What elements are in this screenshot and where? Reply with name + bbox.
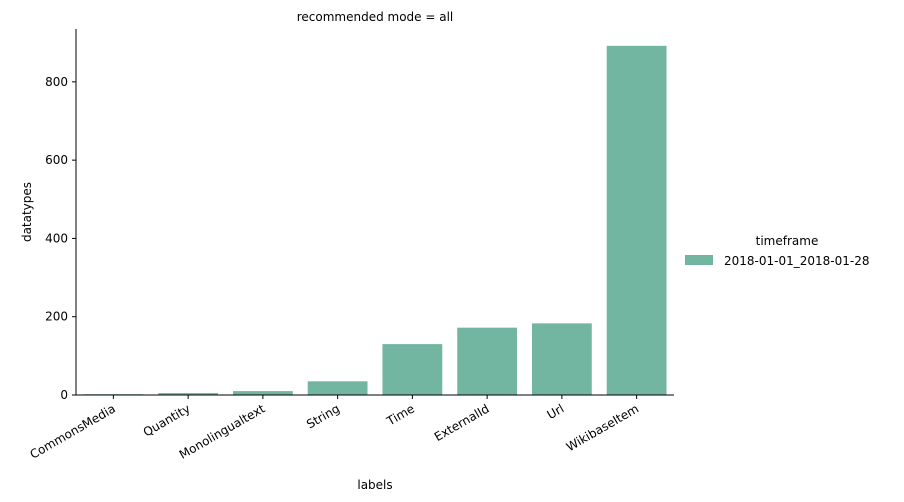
- legend-swatch: [685, 255, 713, 265]
- legend: timeframe 2018-01-01_2018-01-28: [685, 234, 869, 268]
- bars: [83, 45, 667, 395]
- bar-time: [382, 344, 443, 395]
- x-tick-label: String: [304, 401, 342, 431]
- x-tick-label: ExternalId: [432, 401, 492, 444]
- x-tick-label: Url: [545, 401, 567, 422]
- bar-wikibaseitem: [606, 45, 667, 395]
- chart-title: recommended mode = all: [297, 10, 454, 24]
- legend-label: 2018-01-01_2018-01-28: [724, 254, 869, 268]
- x-tick-label: Quantity: [141, 401, 193, 439]
- x-tick-label: WikibaseItem: [564, 401, 641, 454]
- x-tick-label: CommonsMedia: [27, 401, 117, 461]
- y-tick-label: 200: [45, 310, 68, 324]
- y-axis: 0 200 400 600 800: [45, 75, 76, 402]
- x-axis-label: labels: [357, 478, 392, 492]
- y-tick-label: 600: [45, 153, 68, 167]
- y-tick-label: 800: [45, 75, 68, 89]
- legend-title: timeframe: [756, 234, 819, 248]
- x-tick-label: Time: [384, 401, 417, 428]
- y-tick-label: 0: [60, 388, 68, 402]
- y-tick-label: 400: [45, 231, 68, 245]
- bar-string: [307, 381, 368, 395]
- bar-url: [531, 323, 592, 395]
- bar-monolingualtext: [232, 391, 293, 395]
- y-axis-label: datatypes: [20, 182, 34, 242]
- bar-externalid: [457, 327, 518, 395]
- bar-quantity: [158, 393, 219, 395]
